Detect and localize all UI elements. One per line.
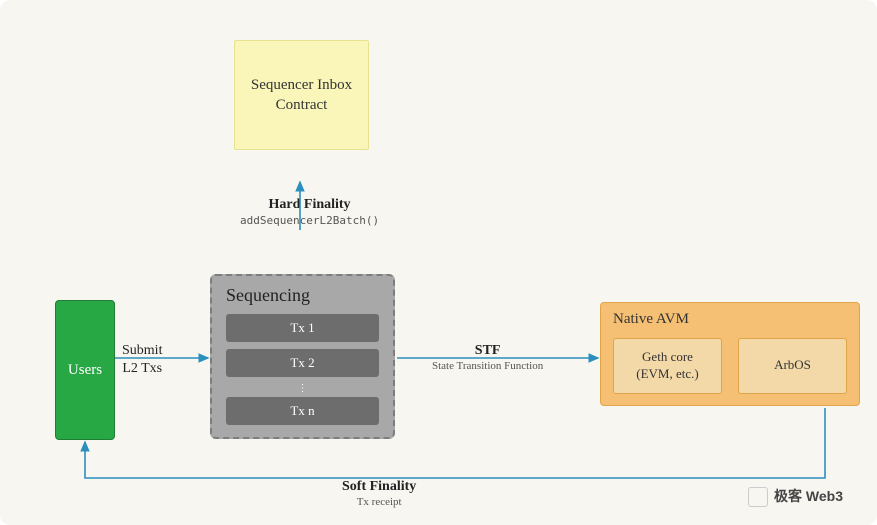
stf-line2: State Transition Function: [432, 360, 543, 374]
tx-pill: Tx n: [226, 397, 379, 425]
edge-label-hard-finality: Hard Finality addSequencerL2Batch(): [240, 196, 379, 227]
inbox-line1: Sequencer Inbox: [251, 75, 352, 95]
watermark-text: 极客 Web3: [774, 488, 843, 504]
submit-line1: Submit: [122, 342, 162, 360]
geth-line1: Geth core: [642, 349, 693, 366]
tx-pill: Tx 1: [226, 314, 379, 342]
edge-label-stf: STF State Transition Function: [432, 342, 543, 373]
watermark: 极客 Web3: [748, 486, 843, 507]
avm-inner-geth: Geth core (EVM, etc.): [613, 338, 722, 394]
tx-ellipsis: ⋮: [226, 386, 379, 391]
node-users-label: Users: [68, 362, 102, 379]
node-sequencer-inbox: Sequencer Inbox Contract: [234, 40, 369, 150]
geth-line2: (EVM, etc.): [636, 366, 698, 383]
hard-line2: addSequencerL2Batch(): [240, 214, 379, 228]
tx-pill: Tx 2: [226, 349, 379, 377]
node-users: Users: [55, 300, 115, 440]
arbos-line1: ArbOS: [774, 357, 811, 374]
node-native-avm: Native AVM Geth core (EVM, etc.) ArbOS: [600, 302, 860, 406]
node-sequencing: Sequencing Tx 1 Tx 2 ⋮ Tx n: [210, 274, 395, 439]
soft-line1: Soft Finality: [342, 478, 416, 496]
diagram-canvas: [0, 0, 877, 525]
avm-title: Native AVM: [613, 311, 847, 328]
watermark-icon: [748, 487, 768, 507]
avm-inner-arbos: ArbOS: [738, 338, 847, 394]
soft-line2: Tx receipt: [342, 496, 416, 510]
inbox-line2: Contract: [276, 95, 328, 115]
stf-line1: STF: [432, 342, 543, 360]
hard-line1: Hard Finality: [240, 196, 379, 214]
edge-label-soft-finality: Soft Finality Tx receipt: [342, 478, 416, 509]
sequencing-title: Sequencing: [226, 285, 379, 306]
avm-inner-row: Geth core (EVM, etc.) ArbOS: [613, 338, 847, 394]
edge-label-submit: Submit L2 Txs: [122, 342, 162, 377]
submit-line2: L2 Txs: [122, 360, 162, 378]
